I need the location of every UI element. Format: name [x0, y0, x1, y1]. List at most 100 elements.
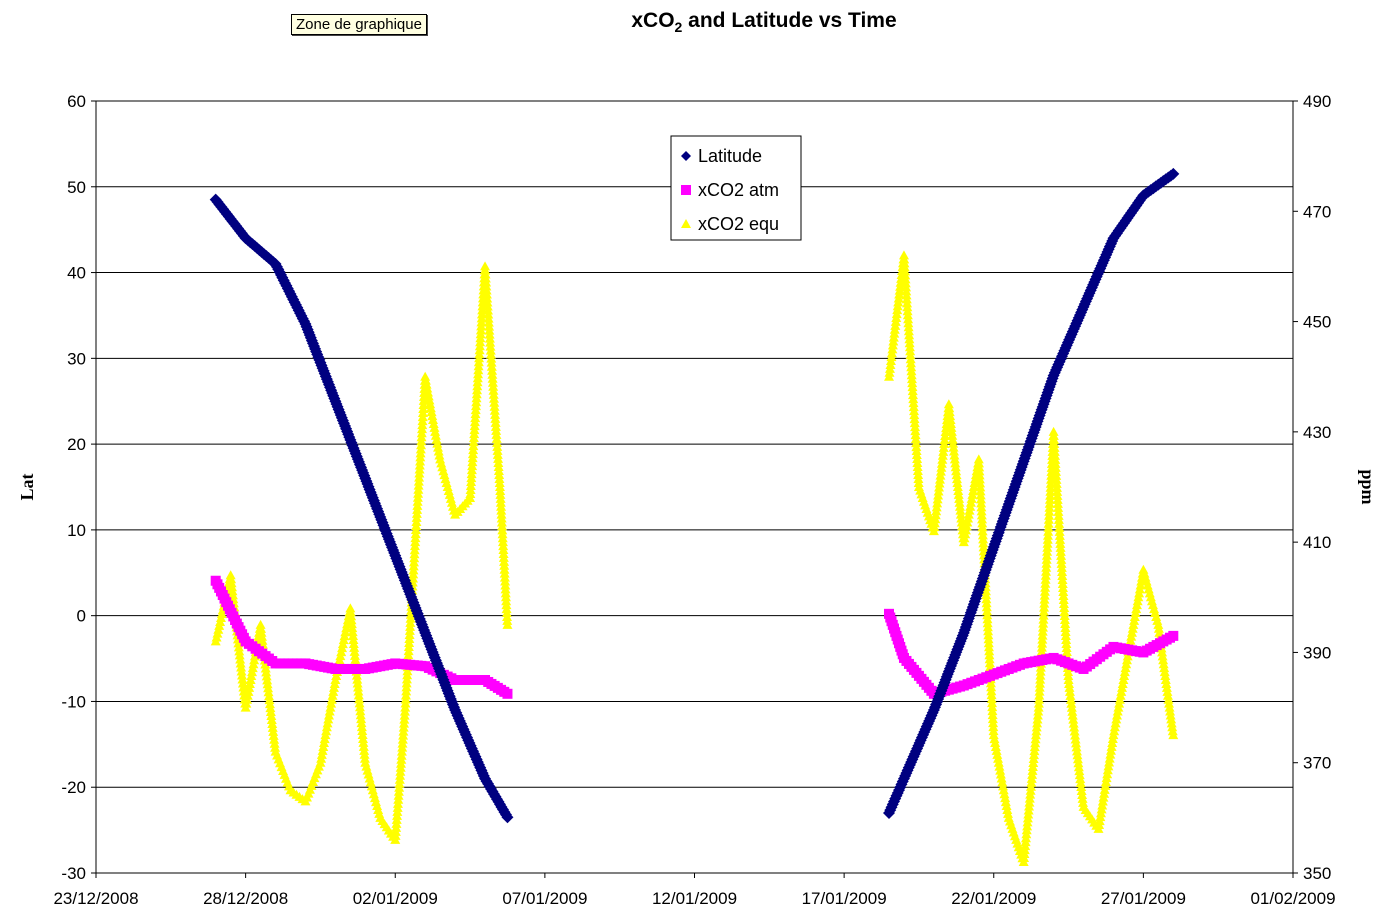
data-point-interp — [420, 375, 431, 385]
data-point-interp — [1075, 774, 1086, 784]
data-point-interp — [944, 403, 955, 413]
data-point-interp — [956, 513, 967, 523]
data-point-interp — [355, 706, 366, 716]
chart-area-tooltip: Zone de graphique — [291, 14, 427, 35]
data-point-interp — [1075, 778, 1086, 788]
data-point-interp — [484, 329, 495, 339]
gridlines — [96, 100, 1293, 788]
data-point-interp — [432, 438, 443, 448]
data-point — [502, 688, 513, 699]
data-point-interp — [1000, 797, 1011, 807]
data-point-interp — [433, 446, 444, 456]
data-point-interp — [492, 441, 503, 451]
data-point-interp — [484, 321, 495, 331]
data-point-interp — [348, 631, 359, 641]
data-point-interp — [487, 373, 498, 383]
data-point-interp — [266, 714, 277, 724]
data-point-interp — [481, 281, 492, 291]
data-point-interp — [946, 418, 956, 428]
data-point-interp — [425, 403, 436, 413]
data-point — [988, 730, 999, 740]
y-right-tick-label: 410 — [1303, 533, 1331, 552]
data-point-interp — [269, 734, 280, 744]
data-point-interp — [358, 737, 369, 747]
x-tick-label: 27/01/2009 — [1101, 889, 1186, 908]
axes: -30 -20 -10 0 10 20 30 40 50 60 350 370 390 410 430 450… — [53, 92, 1335, 908]
x-tick-label: 12/01/2009 — [652, 889, 737, 908]
data-point-interp — [490, 409, 501, 419]
data-point-interp — [1158, 659, 1169, 669]
data-point-interp — [947, 434, 958, 444]
data-point-interp — [1003, 808, 1013, 818]
data-point-interp — [1069, 722, 1080, 732]
data-point-interp — [1070, 730, 1081, 740]
legend-marker-diamond — [681, 151, 691, 161]
data-point-interp — [995, 769, 1006, 779]
data-point-interp — [424, 395, 435, 405]
data-point-interp — [1161, 682, 1172, 692]
data-point-interp — [256, 623, 267, 633]
data-point-interp — [486, 353, 497, 363]
data-point-interp — [352, 678, 363, 688]
data-point-interp — [234, 650, 245, 660]
data-point-interp — [485, 345, 496, 355]
data-point-interp — [1000, 793, 1011, 803]
data-point-interp — [494, 477, 505, 487]
data-point-interp — [954, 497, 965, 507]
data-point-interp — [952, 478, 963, 488]
data-point-interp — [267, 722, 278, 732]
data-point-interp — [490, 421, 501, 431]
data-point-interp — [1069, 726, 1080, 736]
data-point-interp — [1076, 785, 1087, 795]
data-point-interp — [946, 422, 957, 432]
data-point-interp — [947, 430, 958, 440]
data-point-interp — [489, 393, 500, 403]
data-point-interp — [423, 391, 434, 401]
data-point-interp — [236, 662, 247, 672]
data-point-interp — [493, 457, 504, 467]
data-point-interp — [349, 642, 360, 652]
data-point-interp — [354, 694, 365, 704]
data-point-interp — [352, 674, 363, 684]
data-point-interp — [1154, 627, 1165, 637]
y-right-tick-label: 350 — [1303, 864, 1331, 883]
x-tick-label: 28/12/2008 — [203, 889, 288, 908]
data-point-interp — [260, 659, 271, 669]
x-tick-label: 01/02/2009 — [1250, 889, 1335, 908]
data-point-interp — [951, 466, 962, 476]
y-axis-right-title: ppm — [1358, 469, 1378, 504]
y-right-tick-label: 470 — [1303, 202, 1331, 221]
data-point-interp — [347, 623, 358, 633]
data-point-interp — [1001, 801, 1012, 811]
data-point-interp — [482, 297, 493, 307]
x-tick-label: 17/01/2009 — [802, 889, 887, 908]
data-point — [1168, 730, 1179, 740]
data-point-interp — [236, 670, 247, 680]
data-point-interp — [948, 442, 959, 452]
data-point-interp — [234, 646, 245, 656]
y-left-tick-label: 10 — [67, 521, 86, 540]
data-point-interp — [952, 482, 963, 491]
data-point-interp — [1074, 766, 1085, 776]
chart-title: xCO2 and Latitude vs Time — [631, 9, 896, 35]
y-axis-left-title: Lat — [17, 473, 37, 500]
data-point-interp — [433, 442, 443, 452]
series-xco2-atm — [210, 575, 1179, 699]
data-point-interp — [356, 722, 367, 732]
data-point-interp — [421, 379, 432, 389]
data-point-interp — [491, 429, 502, 439]
data-point-interp — [426, 407, 437, 417]
data-point-interp — [494, 473, 505, 483]
data-point-interp — [1153, 623, 1164, 633]
data-point-interp — [1068, 718, 1079, 728]
data-point-interp — [428, 418, 439, 428]
data-point-interp — [1073, 762, 1084, 772]
data-point-interp — [237, 678, 248, 688]
data-point-interp — [235, 654, 246, 664]
data-point-interp — [267, 718, 278, 728]
chart-title-part-2: and Latitude vs Time — [682, 9, 896, 32]
data-point-interp — [1064, 686, 1075, 696]
data-point-interp — [1165, 710, 1176, 720]
y-right-tick-label: 390 — [1303, 643, 1331, 662]
